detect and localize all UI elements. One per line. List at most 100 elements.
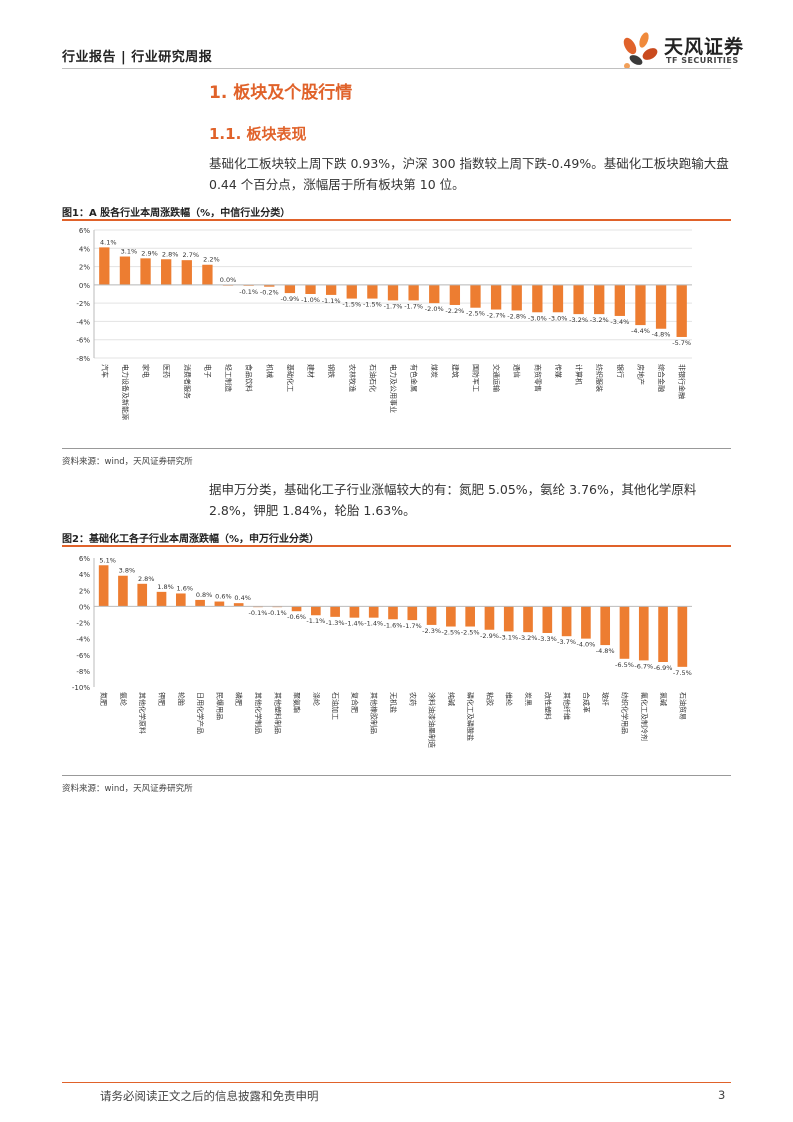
category-label: 传媒	[554, 364, 563, 378]
bar	[368, 606, 379, 618]
category-label: 消费者服务	[183, 364, 192, 399]
category-label: 汽车	[100, 364, 109, 378]
bar	[503, 606, 514, 632]
category-label: 轻工制造	[224, 364, 233, 392]
data-label: -1.3%	[326, 619, 345, 627]
data-label: -2.8%	[507, 312, 526, 320]
bar	[408, 284, 419, 301]
data-label: 0.0%	[220, 276, 237, 284]
bar	[511, 284, 522, 311]
paragraph-sector-performance: 基础化工板块较上周下跌 0.93%，沪深 300 指数较上周下跌-0.49%。基…	[209, 156, 729, 192]
data-label: 0.4%	[234, 594, 251, 602]
bar	[600, 606, 611, 646]
data-label: 2.2%	[203, 256, 220, 264]
bar	[388, 606, 398, 620]
category-label: 涂料油漆油墨制造	[428, 692, 437, 748]
bar	[325, 284, 337, 295]
category-label: 纺织服装	[595, 364, 604, 392]
bar	[202, 264, 213, 285]
category-label: 轮胎	[177, 692, 186, 706]
bar	[532, 284, 543, 313]
data-label: 1.6%	[177, 584, 194, 592]
data-label: -1.7%	[403, 622, 422, 630]
category-label: 炭黑	[524, 692, 532, 706]
y-tick-label: -6%	[76, 652, 90, 660]
bar	[387, 284, 399, 301]
bar	[137, 583, 148, 607]
data-label: 2.9%	[141, 249, 158, 257]
footer-divider	[62, 1082, 731, 1083]
bar	[676, 284, 687, 337]
figure1-source: 资料来源：wind，天风证券研究所	[62, 457, 193, 467]
data-label: -1.5%	[342, 301, 361, 309]
data-label: -4.8%	[596, 647, 615, 655]
footer-disclaimer: 请务必阅读正文之后的信息披露和免责申明	[100, 1089, 319, 1103]
data-label: 3.8%	[119, 567, 136, 575]
data-label: 2.7%	[183, 251, 200, 259]
data-label: -1.7%	[404, 302, 423, 310]
data-label: -3.2%	[519, 634, 538, 642]
data-label: -0.6%	[287, 613, 306, 621]
subsection-heading: 1.1. 板块表现	[209, 125, 307, 143]
bar	[98, 565, 109, 607]
bar	[156, 591, 167, 607]
data-label: -3.0%	[528, 314, 547, 322]
category-label: 日用化学产品	[196, 692, 205, 734]
bar	[119, 256, 131, 285]
y-tick-label: 0%	[79, 603, 90, 611]
bar	[195, 599, 205, 607]
y-tick-label: -10%	[72, 684, 90, 692]
data-label: 1.8%	[157, 583, 174, 591]
bar	[264, 284, 275, 287]
data-label: -2.2%	[445, 307, 464, 315]
y-tick-label: -4%	[76, 636, 90, 644]
category-label: 农林牧渔	[348, 364, 357, 392]
y-tick-label: 6%	[79, 555, 90, 563]
bar	[484, 606, 495, 630]
y-tick-label: 2%	[79, 264, 90, 272]
bar	[330, 606, 340, 617]
data-label: -2.7%	[487, 312, 506, 320]
bar	[99, 247, 110, 285]
category-label: 医药	[162, 364, 171, 378]
data-label: 2.8%	[138, 575, 155, 583]
bar	[470, 284, 481, 308]
bar	[233, 603, 244, 607]
data-label: -4.8%	[652, 331, 671, 339]
bar	[619, 606, 630, 659]
category-label: 复合肥	[350, 692, 359, 713]
bar	[181, 260, 192, 285]
category-label: 氟化工及制冷剂	[640, 692, 649, 741]
data-label: -2.5%	[461, 629, 480, 637]
data-label: 0.6%	[215, 593, 232, 601]
y-tick-label: -8%	[76, 668, 90, 676]
category-label: 电力设备及新能源	[121, 364, 130, 420]
category-label: 涤纶	[312, 692, 321, 706]
bar	[118, 575, 128, 607]
bar	[161, 259, 172, 285]
bar	[140, 258, 151, 285]
bar	[311, 606, 321, 616]
report-type-header: 行业报告 | 行业研究周报	[62, 50, 213, 65]
category-label: 合成革	[582, 692, 591, 713]
bar	[349, 606, 360, 618]
category-label: 纯碱	[447, 692, 456, 706]
bar	[291, 606, 302, 612]
data-label: -1.4%	[345, 620, 364, 628]
category-label: 食品饮料	[245, 364, 254, 392]
category-label: 石油加工	[331, 692, 340, 720]
category-label: 交通运输	[492, 364, 501, 392]
data-label: -6.7%	[634, 662, 653, 670]
section-heading: 1. 板块及个股行情	[209, 83, 353, 103]
bar	[635, 284, 646, 326]
figure2-source: 资料来源：wind，天风证券研究所	[62, 784, 193, 794]
bar	[638, 606, 649, 661]
category-label: 综合金融	[657, 364, 666, 392]
header-divider	[62, 68, 731, 69]
data-label: -1.7%	[384, 302, 403, 310]
data-label: -0.9%	[280, 295, 299, 303]
category-label: 其他橡胶制品	[370, 692, 379, 734]
bar	[449, 284, 461, 305]
data-label: 4.1%	[100, 238, 117, 246]
category-label: 磷肥	[235, 692, 244, 706]
